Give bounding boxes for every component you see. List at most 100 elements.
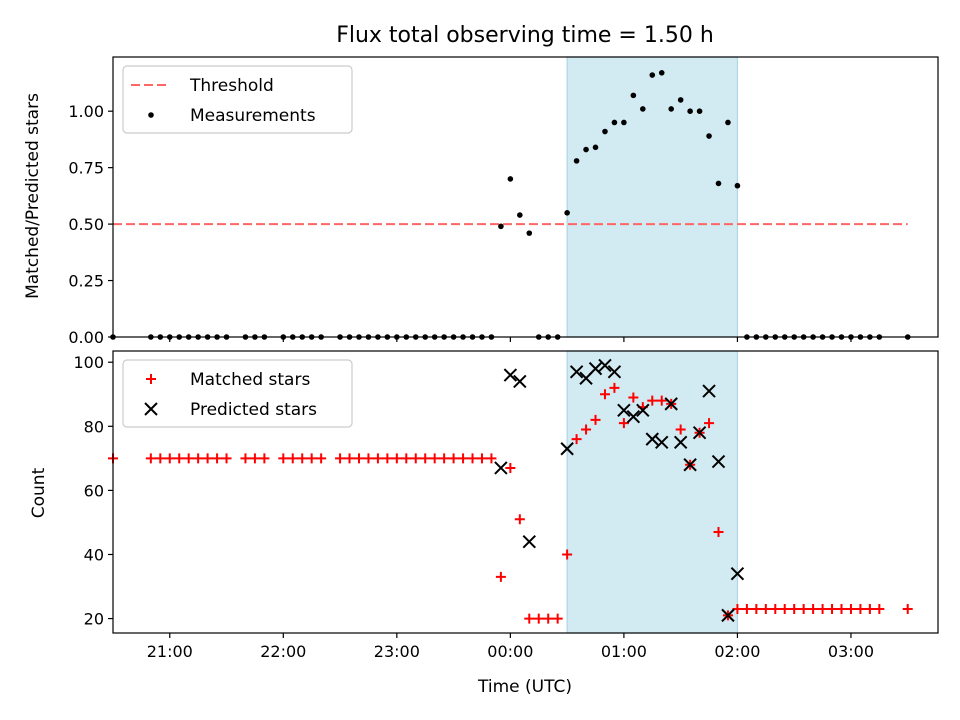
matched-stars-point — [609, 382, 620, 393]
predicted-stars-point — [522, 534, 536, 549]
legend-label: Predicted stars — [190, 400, 317, 420]
predicted-stars-point — [494, 461, 508, 475]
matched-stars-point — [855, 603, 866, 614]
matched-stars-point — [647, 395, 658, 406]
matched-stars-point — [704, 418, 715, 429]
matched-stars-point — [429, 453, 440, 464]
matched-stars-point — [590, 414, 601, 425]
matched-stars-point — [353, 453, 364, 464]
matched-stars-point — [372, 453, 383, 464]
x-tick-label: 03:00 — [828, 642, 874, 661]
matched-stars-point — [543, 613, 554, 624]
y-tick-label: 100 — [73, 353, 104, 372]
measurement-point — [687, 108, 693, 114]
matched-stars-point — [618, 418, 629, 429]
matched-stars-point — [164, 453, 175, 464]
bottom-panel: 20 40 60 80 100 21:00 22:00 23:00 00:00 01:00 02:0… — [73, 350, 939, 661]
matched-stars-point — [552, 613, 563, 624]
predicted-stars-point — [702, 384, 716, 398]
matched-stars-point — [174, 453, 185, 464]
legend-predicted-swatch — [144, 402, 158, 416]
legend-matched-swatch — [146, 374, 156, 384]
matched-stars-point — [439, 453, 450, 464]
legend-label: Measurements — [190, 106, 316, 126]
matched-stars-point — [155, 453, 166, 464]
matched-stars-point — [760, 603, 771, 614]
predicted-stars-point — [721, 608, 735, 623]
matched-stars-point — [798, 603, 809, 614]
matched-stars-point — [628, 392, 639, 403]
matched-stars-point — [259, 453, 270, 464]
top-y-axis-label: Matched/Predicted stars — [23, 93, 43, 299]
legend-box — [122, 359, 353, 428]
matched-stars-point — [249, 453, 260, 464]
matched-stars-point — [316, 453, 327, 464]
predicted-stars-point — [730, 567, 745, 581]
measurement-point — [517, 212, 523, 218]
y-tick-label: 20 — [84, 610, 104, 629]
matched-stars-point — [495, 571, 506, 582]
matched-stars-point — [656, 395, 667, 406]
matched-stars-point — [145, 453, 156, 464]
y-tick-label: 80 — [84, 417, 104, 436]
predicted-stars-point — [626, 409, 641, 424]
x-tick-label: 21:00 — [147, 642, 193, 661]
matched-stars-point — [476, 453, 487, 464]
matched-stars-point — [193, 453, 204, 464]
predicted-stars-point — [711, 454, 726, 469]
predicted-stars-point — [673, 435, 688, 450]
matched-stars-point — [363, 453, 374, 464]
predicted-stars-point — [607, 365, 622, 379]
legend-box — [122, 65, 353, 134]
measurement-point — [592, 144, 599, 151]
matched-stars-point — [344, 453, 355, 464]
x-tick-label: 22:00 — [260, 642, 306, 661]
predicted-stars-point — [636, 403, 650, 417]
legend-measurement-swatch — [148, 112, 154, 118]
measurement-point — [734, 182, 741, 189]
predicted-stars-point — [664, 397, 678, 411]
measurement-point — [602, 128, 608, 135]
matched-stars-point — [827, 603, 838, 614]
y-tick-label: 1.00 — [68, 102, 104, 121]
chart-title: Flux total observing time = 1.50 h — [336, 23, 714, 48]
x-tick-label: 00:00 — [487, 642, 533, 661]
legend: Threshold Measurements — [122, 65, 353, 134]
matched-stars-point — [874, 603, 885, 614]
axes-frame — [112, 350, 939, 634]
measurement-point — [507, 176, 514, 182]
bottom-y-axis-label: Count — [29, 467, 49, 518]
legend: Matched stars Predicted stars — [122, 359, 353, 428]
x-tick-label: 01:00 — [601, 642, 647, 661]
matched-stars-point — [864, 603, 875, 614]
predicted-stars-point — [645, 432, 659, 446]
legend-label: Threshold — [189, 76, 274, 96]
matched-stars-point — [278, 453, 289, 464]
predicted-stars-point — [655, 435, 669, 450]
matched-stars-point — [751, 603, 762, 614]
measurement-point — [621, 119, 627, 126]
matched-stars-point — [458, 453, 469, 464]
legend-label: Matched stars — [190, 370, 310, 390]
axes-frame — [112, 56, 939, 338]
measurement-point — [706, 133, 712, 139]
matched-stars-point — [562, 549, 573, 560]
matched-stars-point — [306, 453, 317, 464]
predicted-stars-point — [503, 368, 518, 382]
predicted-stars-point — [513, 374, 527, 389]
matched-stars-point — [486, 453, 497, 464]
y-tick-label: 0.75 — [68, 159, 104, 178]
matched-stars-point — [505, 462, 516, 473]
matched-stars-point — [533, 613, 544, 624]
matched-stars-point — [183, 453, 194, 464]
predicted-stars-point — [617, 403, 631, 417]
matched-stars-point — [391, 453, 402, 464]
y-tick-label: 0.50 — [68, 215, 104, 234]
matched-stars-point — [240, 453, 251, 464]
measurement-point — [526, 230, 533, 236]
matched-stars-point — [902, 603, 913, 614]
matched-stars-point — [675, 424, 686, 435]
measurement-point — [640, 106, 646, 112]
observing-window-span — [566, 56, 739, 338]
